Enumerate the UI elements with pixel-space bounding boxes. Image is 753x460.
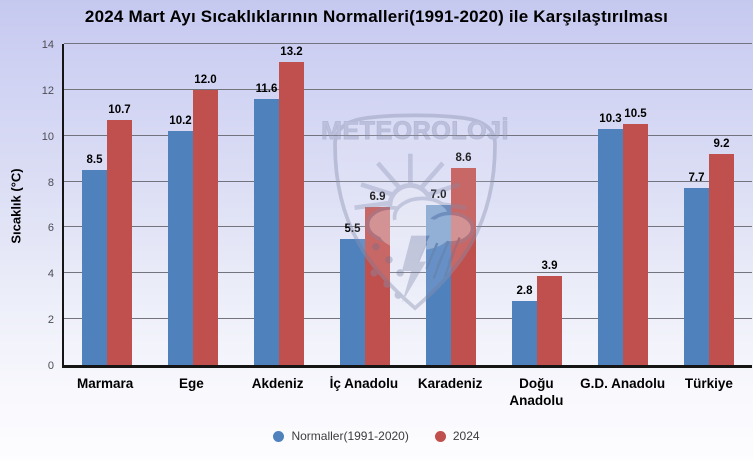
bar-wrap: 3.9 [537,44,562,365]
bar-value-label: 10.3 [599,112,622,125]
bar-value-label: 7.0 [430,188,447,201]
category-label-text: Akdeniz [251,376,304,391]
legend-label: 2024 [452,429,480,443]
bar-normals [340,238,365,365]
bar-value-label: 8.6 [455,151,472,164]
bar-value-label: 3.9 [541,259,558,272]
y-tick-label: 10 [41,130,54,143]
bar-group: 2.8 3.9 [494,44,580,365]
gridline [64,43,752,44]
category-label-text: İç Anadolu [329,376,399,391]
bar-normals [82,170,107,365]
category-label-text: G.D. Anadolu [580,376,666,391]
gridline [64,318,752,320]
bar-value-label: 5.5 [344,222,361,235]
bar-wrap: 10.5 [623,44,648,365]
bar-wrap: 5.5 [340,44,365,365]
bar-group: 8.5 10.7 [64,44,150,365]
category-label: Ege [148,376,234,410]
bar-value-label: 8.5 [86,154,103,167]
category-label-text: Türkiye [684,376,733,391]
bar-value-label: 6.9 [369,190,386,203]
gridline [64,226,752,228]
bar-2024 [709,154,734,365]
y-tick-label: 14 [41,39,54,51]
y-tick-label: 8 [47,176,54,189]
bar-wrap: 8.5 [82,44,107,365]
bar-group: 7.0 8.6 [408,44,494,365]
bar-value-label: 10.5 [624,108,647,121]
gridline [64,88,752,90]
plot-area: 0 2 4 6 8 10 12 14 8.5 10.7 10.2 12.0 11.6 13.2 5.5 6.9… [42,39,752,372]
bar-groups: 8.5 10.7 10.2 12.0 11.6 13.2 5.5 6.9 7.0 8.6 2.8 3.… [64,44,752,365]
category-label: Doğu Anadolu [493,376,579,410]
bar-2024 [279,62,304,365]
bar-normals [684,188,709,365]
category-label-text: Karadeniz [417,376,483,391]
category-label-text: Doğu Anadolu [509,376,564,408]
bar-normals [598,128,623,365]
bar-value-label: 12.0 [194,73,217,86]
bar-2024 [193,89,218,365]
bar-wrap: 13.2 [279,44,304,365]
category-label: G.D. Anadolu [580,376,666,410]
legend-item: 2024 [434,429,480,443]
bar-wrap: 11.6 [254,44,279,365]
bar-value-label: 10.2 [169,115,192,128]
legend-marker-icon [273,430,285,442]
bar-2024 [365,206,390,365]
bar-value-label: 10.7 [108,103,131,116]
category-label: İç Anadolu [321,376,407,410]
bar-wrap: 10.2 [168,44,193,365]
bar-normals [168,131,193,365]
bar-2024 [107,119,132,365]
bar-value-label: 13.2 [280,46,303,59]
bar-wrap: 6.9 [365,44,390,365]
category-label: Karadeniz [407,376,493,410]
y-tick-label: 4 [47,268,54,281]
bar-value-label: 7.7 [688,172,705,185]
bar-normals [512,300,537,365]
y-tick-label: 12 [41,84,54,97]
y-tick-label: 0 [47,360,54,372]
category-label-text: Ege [178,376,204,391]
bar-group: 10.3 10.5 [580,44,666,365]
gridline [64,134,752,136]
bar-2024 [623,124,648,365]
bar-group: 5.5 6.9 [322,44,408,365]
bar-wrap: 10.7 [107,44,132,365]
bar-value-label: 2.8 [516,284,533,297]
bar-normals [254,99,279,365]
bar-2024 [537,275,562,365]
bar-wrap: 12.0 [193,44,218,365]
legend-marker-icon [434,430,446,442]
category-label: Türkiye [666,376,752,410]
bar-wrap: 7.0 [426,44,451,365]
bar-group: 10.2 12.0 [150,44,236,365]
bar-wrap: 10.3 [598,44,623,365]
bar-normals [426,204,451,365]
x-axis-labels: Marmara Ege Akdeniz İç Anadolu Karadeniz Doğu… [62,376,752,410]
y-tick-label: 2 [47,314,54,327]
bar-value-label: 11.6 [255,83,278,96]
category-label: Marmara [62,376,148,410]
bar-wrap: 8.6 [451,44,476,365]
legend-item: Normaller(1991-2020) [273,429,409,443]
bar-wrap: 7.7 [684,44,709,365]
bar-wrap: 2.8 [512,44,537,365]
chart-title: 2024 Mart Ayı Sıcaklıklarının Normalleri… [84,7,669,26]
bar-group: 11.6 13.2 [236,44,322,365]
legend-label: Normaller(1991-2020) [291,429,409,443]
bar-group: 7.7 9.2 [666,44,752,365]
bar-value-label: 9.2 [713,138,730,151]
category-label-text: Marmara [76,376,134,391]
category-label: Akdeniz [235,376,321,410]
gridline [64,272,752,274]
gridline [64,180,752,182]
y-tick-label: 6 [47,222,54,235]
bar-2024 [451,167,476,365]
bar-wrap: 9.2 [709,44,734,365]
legend: Normaller(1991-2020) 2024 [0,429,753,443]
